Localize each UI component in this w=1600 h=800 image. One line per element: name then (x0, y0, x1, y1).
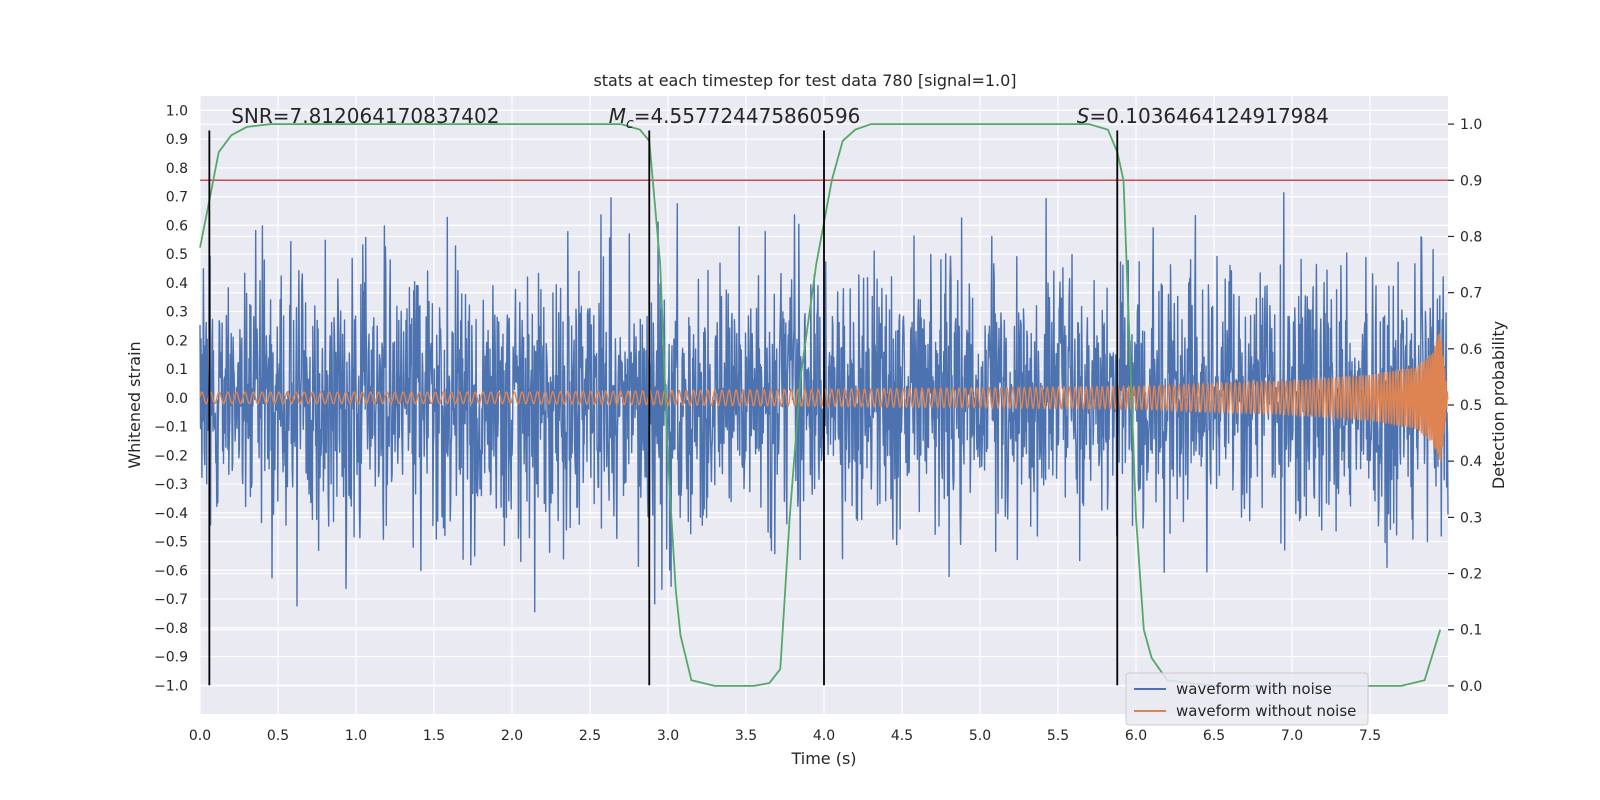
y2-tick-label-9: 0.1 (1460, 623, 1482, 639)
y-tick-label-18: −0.8 (154, 621, 188, 637)
y-tick-label-8: 0.2 (166, 333, 188, 349)
y2-tick-label-1: 0.9 (1460, 173, 1482, 189)
x-tick-label-14: 7.0 (1281, 728, 1303, 744)
probability-line (199, 123, 1442, 687)
x-tick-label-8: 4.0 (813, 728, 835, 744)
legend-entry-0: waveform with noise (1176, 680, 1332, 698)
y-tick-label-7: 0.3 (166, 305, 188, 321)
x-axis: 0.0 0.5 1.0 1.5 2.0 2.5 3.0 3.5 4.0 4.5 5.0 5.5 6.0 6… (189, 728, 1381, 744)
legend-entry-1: waveform without noise (1176, 702, 1356, 720)
x-tick-label-3: 1.5 (423, 728, 445, 744)
y-tick-label-1: 0.9 (166, 132, 188, 148)
chart-title: stats at each timestep for test data 780… (593, 71, 1016, 90)
y-axis-label: Whitened strain (125, 341, 144, 468)
annotation-2: S=0.1036464124917984 (1077, 104, 1329, 128)
y2-tick-label-2: 0.8 (1460, 229, 1482, 245)
y-tick-label-6: 0.4 (166, 276, 188, 292)
y-tick-label-13: −0.3 (154, 477, 188, 493)
x-tick-label-11: 5.5 (1047, 728, 1069, 744)
y2-tick-label-6: 0.4 (1460, 454, 1482, 470)
y-tick-label-14: −0.4 (154, 506, 188, 522)
y2-tick-label-7: 0.3 (1460, 510, 1482, 526)
x-tick-label-9: 4.5 (891, 728, 913, 744)
x-tick-label-2: 1.0 (345, 728, 367, 744)
legend: waveform with noise waveform without nois… (1125, 672, 1369, 726)
x-tick-label-10: 5.0 (969, 728, 991, 744)
annotation-0: SNR=7.812064170837402 (231, 104, 499, 128)
x-tick-label-5: 2.5 (579, 728, 601, 744)
y-tick-label-15: −0.5 (154, 535, 188, 551)
series-detection-probability (199, 123, 1442, 687)
y-tick-label-4: 0.6 (166, 218, 188, 234)
x-tick-label-6: 3.0 (657, 728, 679, 744)
y2-axis-label: Detection probability (1489, 321, 1508, 489)
y-tick-label-9: 0.1 (166, 362, 188, 378)
y-tick-label-12: −0.2 (154, 448, 188, 464)
marker-lines (208, 130, 1119, 686)
y2-tick-label-5: 0.5 (1460, 398, 1482, 414)
y2-tick-label-10: 0.0 (1460, 679, 1482, 695)
y-tick-label-11: −0.1 (154, 420, 188, 436)
y-tick-label-19: −0.9 (154, 650, 188, 666)
y-tick-label-17: −0.7 (154, 592, 188, 608)
y2-tick-label-0: 1.0 (1460, 117, 1482, 133)
x-tick-label-15: 7.5 (1359, 728, 1381, 744)
y-tick-label-10: 0.0 (166, 391, 188, 407)
y-tick-label-3: 0.7 (166, 190, 188, 206)
annotations: SNR=7.812064170837402 Mc=4.55772447586059… (231, 104, 1329, 132)
x-tick-label-0: 0.0 (189, 728, 211, 744)
y-tick-label-0: 1.0 (166, 103, 188, 119)
x-tick-label-4: 2.0 (501, 728, 523, 744)
x-tick-label-12: 6.0 (1125, 728, 1147, 744)
y-axis-left: 1.0 0.9 0.8 0.7 0.6 0.5 0.4 0.3 0.2 0.1 0.0 −0.1 −0.… (154, 103, 188, 694)
y-axis-right: 1.0 0.9 0.8 0.7 0.6 0.5 0.4 0.3 0.2 0.1 0.0 (1448, 117, 1482, 695)
x-tick-label-1: 0.5 (267, 728, 289, 744)
y2-tick-label-8: 0.2 (1460, 567, 1482, 583)
y-tick-label-2: 0.8 (166, 161, 188, 177)
x-tick-label-7: 3.5 (735, 728, 757, 744)
y2-tick-label-3: 0.7 (1460, 286, 1482, 302)
x-tick-label-13: 6.5 (1203, 728, 1225, 744)
legend-box (1125, 672, 1369, 726)
y-tick-label-5: 0.5 (166, 247, 188, 263)
annotation-1: Mc=4.557724475860596 (609, 104, 861, 132)
y2-tick-label-4: 0.6 (1460, 342, 1482, 358)
x-axis-label: Time (s) (790, 749, 856, 768)
y-tick-label-20: −1.0 (154, 678, 188, 694)
y-tick-label-16: −0.6 (154, 563, 188, 579)
